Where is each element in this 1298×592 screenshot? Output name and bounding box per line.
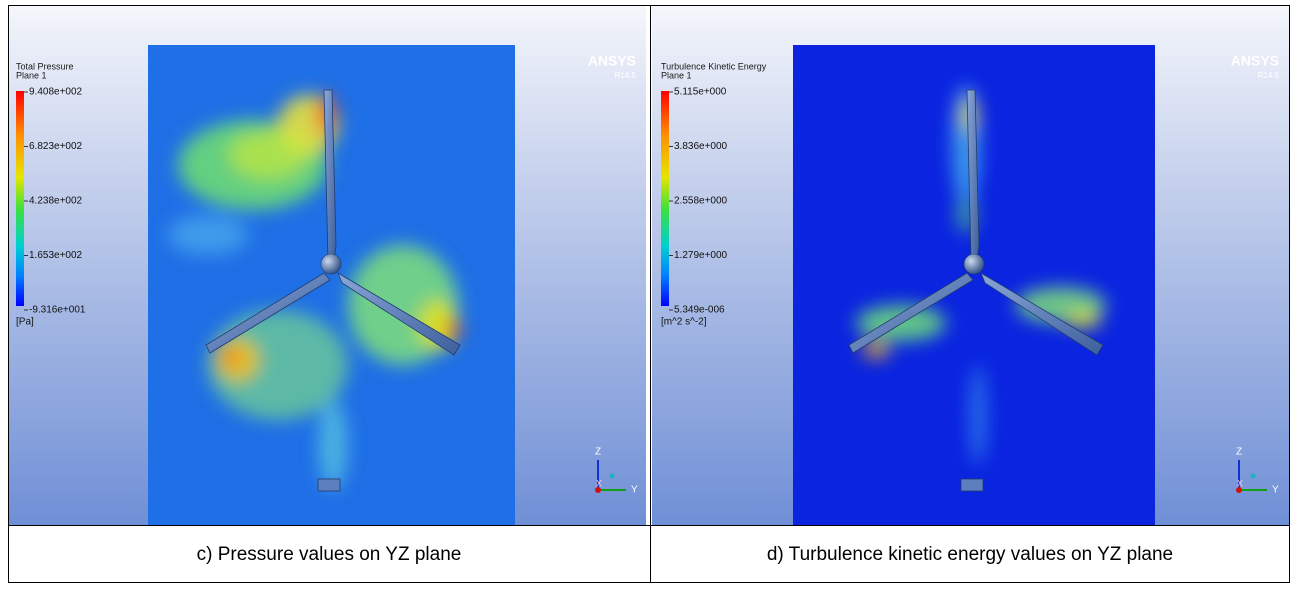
axis-y-label: Y (1272, 485, 1279, 496)
legend-label: 3.836e+000 (674, 141, 728, 152)
legend-subtitle: Plane 1 (661, 70, 692, 80)
caption: c) Pressure values on YZ plane (197, 544, 462, 565)
version: R14.5 (615, 71, 637, 80)
tower-base (318, 479, 340, 491)
contour-blob (224, 349, 236, 365)
hub (321, 254, 341, 274)
axis-x-label: X (596, 478, 602, 488)
legend-label: 9.408e+002 (29, 87, 83, 98)
colorbar (16, 91, 24, 306)
contour-blob (228, 130, 308, 180)
triad-dot (1251, 474, 1256, 479)
legend-label: 2.558e+000 (674, 196, 728, 207)
contour-blob (168, 215, 248, 255)
colorbar (661, 91, 669, 306)
contour-blob (869, 349, 877, 357)
tower-base (961, 479, 983, 491)
figure: Total PressurePlane 19.408e+0026.823e+00… (0, 0, 1298, 587)
legend-unit: [m^2 s^-2] (661, 317, 707, 328)
legend-label: 5.115e+000 (674, 87, 727, 98)
legend-unit: [Pa] (16, 317, 34, 328)
hub (964, 254, 984, 274)
legend-subtitle: Plane 1 (16, 70, 47, 80)
legend-label: 4.238e+002 (29, 196, 83, 207)
contour-blob (319, 400, 347, 490)
legend-label: 1.653e+002 (29, 250, 83, 261)
contour-blob (970, 365, 986, 465)
axis-x-label: X (1237, 478, 1243, 488)
logo: ANSYS (1231, 53, 1279, 69)
contour-blob (446, 320, 460, 340)
legend-label: 5.349e-006 (674, 305, 725, 316)
page: Total PressurePlane 19.408e+0026.823e+00… (0, 0, 1298, 592)
logo: ANSYS (588, 53, 636, 69)
version: R14.5 (1258, 71, 1280, 80)
legend-label: 1.279e+000 (674, 250, 728, 261)
triad-dot (610, 474, 615, 479)
legend-label: 6.823e+002 (29, 141, 83, 152)
axis-z-label: Z (595, 447, 601, 458)
caption: d) Turbulence kinetic energy values on Y… (767, 544, 1173, 565)
axis-z-label: Z (1236, 447, 1242, 458)
legend-label: -9.316e+001 (29, 305, 86, 316)
axis-y-label: Y (631, 485, 638, 496)
